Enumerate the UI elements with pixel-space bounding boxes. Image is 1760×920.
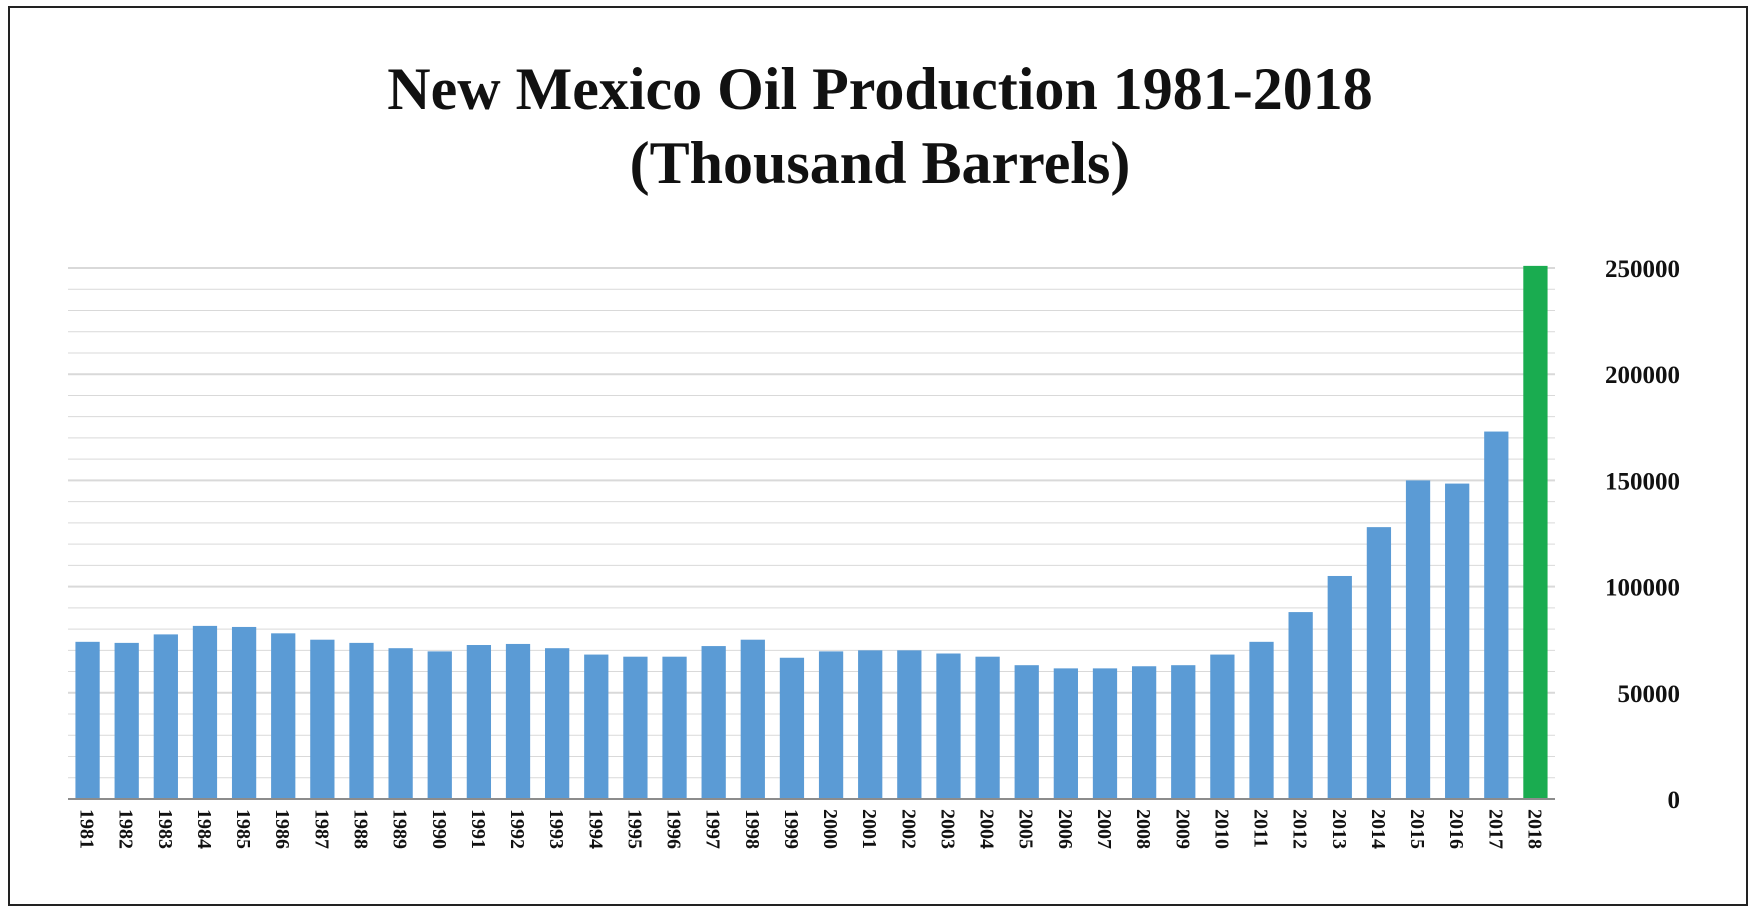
x-tick-label: 1990 [428, 809, 450, 849]
chart-title-line1: New Mexico Oil Production 1981-2018 [387, 56, 1373, 122]
x-tick-label: 2010 [1210, 809, 1232, 849]
bar-2005 [1014, 665, 1039, 799]
bar-2018 [1523, 265, 1548, 800]
bar-1985 [231, 626, 257, 799]
x-tick-label: 1999 [780, 809, 802, 849]
x-tick-label: 2004 [976, 809, 998, 849]
bar-2013 [1327, 575, 1352, 799]
y-tick-label: 250000 [1605, 256, 1680, 283]
x-tick-label: 2013 [1328, 809, 1350, 849]
x-tick-label: 1986 [271, 809, 293, 849]
bar-1988 [349, 642, 374, 799]
bar-1991 [466, 645, 492, 799]
x-tick-label: 1991 [467, 809, 489, 849]
x-tick-label: 2007 [1093, 809, 1115, 849]
chart-title-line2: (Thousand Barrels) [629, 130, 1131, 196]
bar-1984 [192, 625, 218, 799]
bar-2002 [897, 650, 922, 799]
x-tick-label: 2014 [1367, 809, 1389, 849]
x-tick-label: 1988 [349, 809, 371, 849]
x-tick-label: 1981 [76, 809, 98, 849]
x-tick-label: 2018 [1523, 809, 1545, 849]
bar-1996 [662, 656, 687, 799]
bar-2003 [936, 653, 961, 799]
x-tick-label: 1992 [506, 809, 528, 849]
bar-1993 [545, 648, 570, 799]
x-tick-label: 2001 [858, 809, 880, 849]
bar-2012 [1288, 612, 1313, 799]
bar-1990 [427, 651, 452, 799]
x-tick-label: 2000 [819, 809, 841, 849]
bar-1982 [114, 642, 139, 799]
y-tick-label: 200000 [1605, 362, 1680, 389]
x-tick-label: 1989 [389, 809, 411, 849]
x-tick-label: 1995 [623, 809, 645, 849]
bar-2016 [1445, 483, 1470, 799]
x-tick-label: 1998 [741, 809, 763, 849]
y-tick-label: 100000 [1605, 575, 1680, 602]
bar-2017 [1484, 431, 1509, 799]
x-tick-label: 2005 [1015, 809, 1037, 849]
x-tick-label: 1994 [584, 809, 606, 849]
bar-1997 [701, 646, 726, 799]
bar-2000 [818, 651, 844, 799]
bar-2007 [1092, 668, 1118, 799]
x-tick-label: 2002 [897, 809, 919, 849]
x-tick-label: 2016 [1445, 809, 1467, 849]
x-tick-label: 1984 [193, 809, 215, 849]
y-tick-label: 50000 [1618, 681, 1681, 708]
x-tick-label: 1983 [154, 809, 176, 849]
bar-1981 [75, 641, 100, 799]
bar-2009 [1171, 665, 1196, 799]
bar-1994 [584, 654, 609, 799]
bar-1998 [740, 639, 765, 799]
chart-title: New Mexico Oil Production 1981-2018 (Tho… [0, 52, 1760, 200]
bar-2001 [858, 650, 883, 799]
bar-1995 [623, 656, 648, 799]
bar-2014 [1366, 527, 1392, 799]
bar-2015 [1405, 480, 1431, 799]
x-tick-label: 1987 [310, 809, 332, 849]
x-tick-label: 2012 [1289, 809, 1311, 849]
x-tick-label: 2006 [1054, 809, 1076, 849]
y-tick-label: 0 [1668, 787, 1681, 814]
bar-1987 [310, 639, 335, 799]
bar-2011 [1249, 641, 1274, 799]
x-tick-label: 2008 [1132, 809, 1154, 849]
x-tick-label: 1996 [663, 809, 685, 849]
bar-2004 [975, 656, 1000, 799]
x-tick-label: 1993 [545, 809, 567, 849]
y-tick-label: 150000 [1605, 468, 1680, 495]
bar-2008 [1131, 666, 1157, 799]
bar-1992 [505, 643, 531, 799]
x-tick-label: 2011 [1250, 809, 1272, 848]
bar-1989 [388, 648, 413, 799]
x-tick-label: 2017 [1484, 809, 1506, 849]
bar-1986 [271, 633, 296, 799]
x-tick-label: 2009 [1171, 809, 1193, 849]
x-tick-label: 1985 [232, 809, 254, 849]
bar-2006 [1053, 668, 1078, 799]
x-tick-label: 1982 [115, 809, 137, 849]
bar-2010 [1210, 654, 1235, 799]
x-tick-label: 1997 [702, 809, 724, 849]
bar-1983 [153, 634, 178, 799]
x-tick-label: 2015 [1406, 809, 1428, 849]
bar-1999 [779, 657, 805, 799]
x-tick-label: 2003 [936, 809, 958, 849]
